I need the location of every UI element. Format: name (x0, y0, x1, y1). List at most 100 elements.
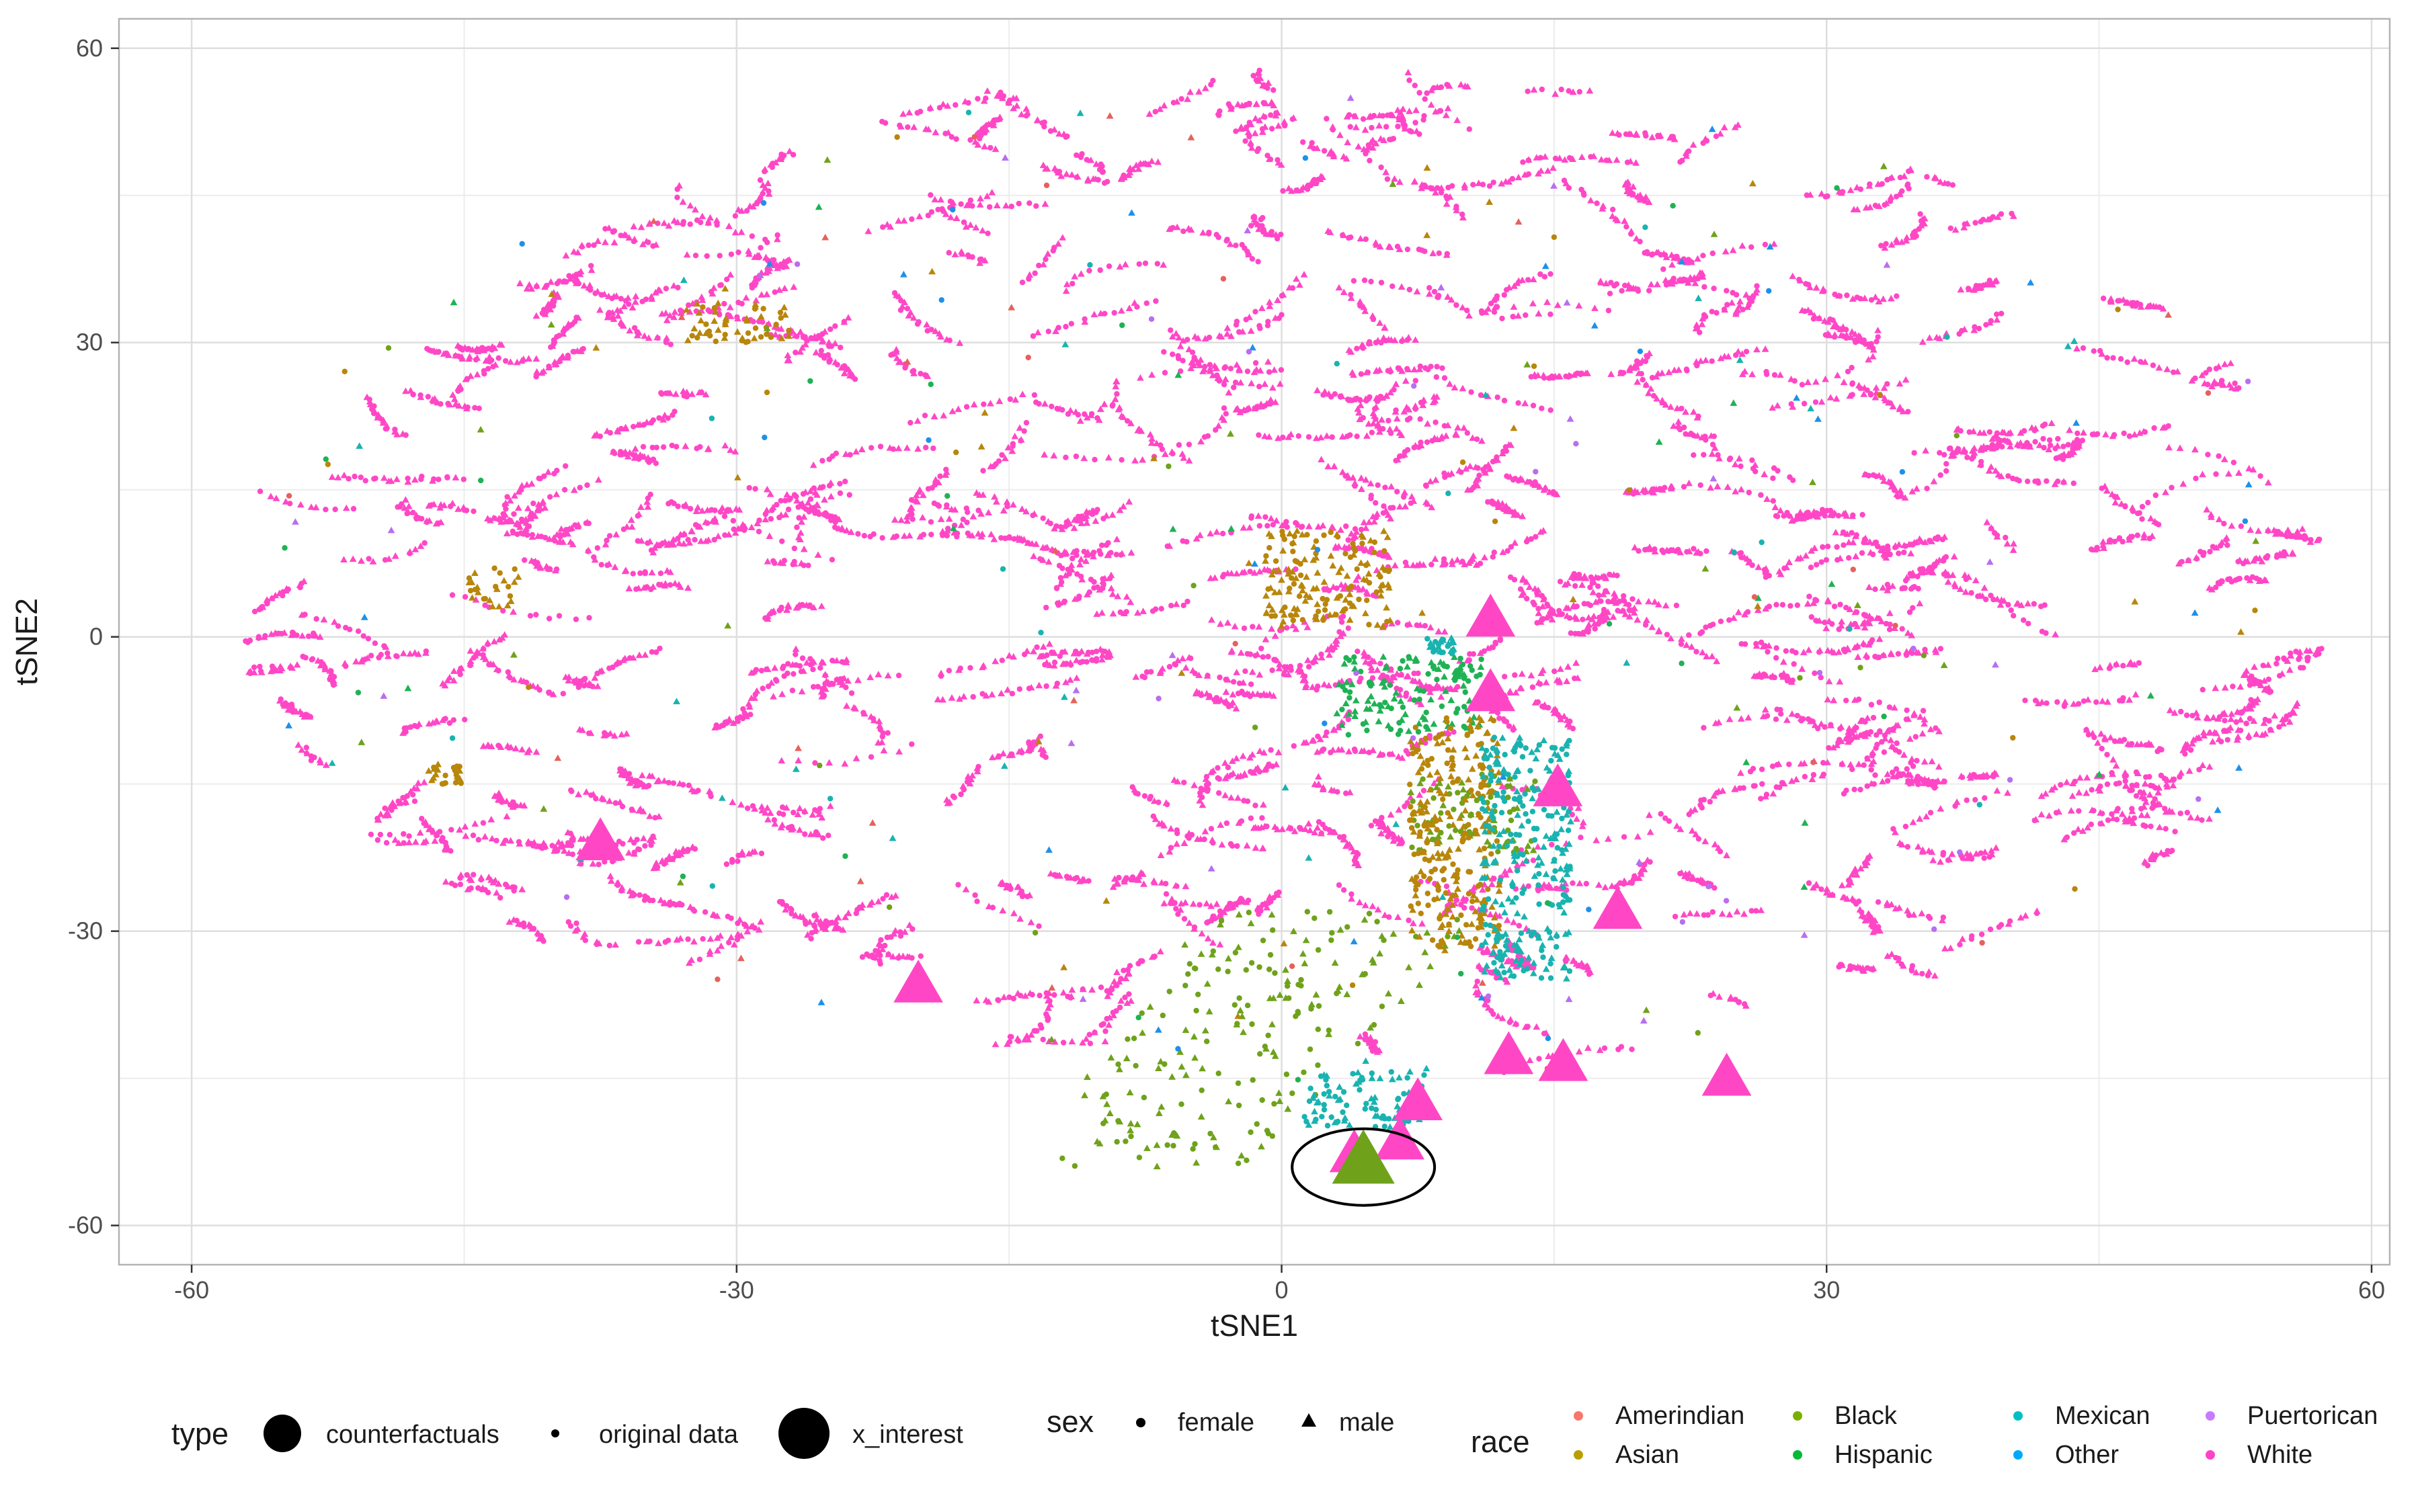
data-point-white (1920, 566, 1926, 572)
data-point-white (1016, 200, 1022, 207)
data-point-white (1924, 174, 1930, 180)
data-point-white (1088, 986, 1096, 993)
data-point-white (1839, 189, 1846, 195)
data-point-white (1855, 898, 1862, 905)
data-point-white (1091, 579, 1097, 585)
data-point-white (2156, 304, 2163, 310)
data-point-white (1999, 310, 2005, 317)
data-point-white (2247, 677, 2253, 683)
data-point-white (1271, 632, 1279, 639)
data-point-white (1156, 106, 1164, 112)
data-point-white (1902, 585, 1908, 591)
data-point-white (663, 317, 671, 323)
data-point-white (1389, 112, 1397, 118)
data-point-white (1582, 575, 1590, 581)
data-point-white (1381, 503, 1387, 509)
data-point-white (1887, 193, 1895, 200)
data-point-white (800, 545, 808, 552)
data-point-white (930, 413, 938, 419)
data-point-white (1867, 181, 1873, 187)
data-point-white (2261, 685, 2269, 693)
data-point-white (1309, 737, 1318, 743)
data-point-white (1358, 675, 1364, 681)
data-point-white (1236, 409, 1244, 415)
data-point-white (1241, 625, 1248, 632)
data-point-white (1387, 515, 1394, 521)
data-point-white (1846, 555, 1852, 561)
data-point-white (1535, 310, 1543, 317)
data-point-white (1016, 424, 1024, 431)
data-point-white (1262, 636, 1270, 642)
data-point-white (470, 832, 477, 839)
data-point-white (758, 245, 764, 251)
data-point-white (885, 730, 891, 736)
data-point-white (1481, 554, 1488, 560)
data-point-white (666, 780, 672, 786)
data-point-white (2035, 480, 2042, 486)
data-point-white (686, 202, 694, 209)
data-point-white (1045, 1004, 1052, 1011)
data-point-white (1759, 766, 1765, 773)
data-point-white (880, 747, 888, 754)
data-point-white (536, 564, 544, 571)
data-point-white (2005, 601, 2011, 608)
data-point-white (1693, 432, 1701, 439)
data-point-white (2094, 431, 2101, 437)
data-point-white (2147, 741, 2155, 748)
data-point-white (1215, 775, 1221, 781)
data-point-white (476, 405, 482, 411)
data-point-white (953, 136, 959, 142)
data-point-white (1166, 664, 1173, 670)
data-point-white (975, 763, 981, 770)
data-point-white (696, 956, 703, 962)
data-point-white (1709, 990, 1717, 997)
data-point-white (1597, 156, 1605, 163)
data-point-white (1221, 792, 1229, 798)
data-point-white (663, 334, 671, 341)
data-point-white (2046, 437, 2053, 444)
data-point-white (588, 266, 596, 274)
data-point-white (769, 608, 776, 616)
data-point-white (450, 717, 456, 723)
data-point-white (1315, 683, 1321, 689)
data-point-white (1033, 540, 1040, 547)
data-point-white (522, 519, 530, 526)
data-point-white (1391, 337, 1399, 343)
data-point-white (918, 953, 924, 960)
data-point-white (653, 864, 661, 871)
data-point-white (1904, 843, 1910, 850)
data-point-white (955, 405, 962, 413)
data-point-white (1975, 593, 1981, 599)
data-point-white (1988, 318, 1994, 324)
data-point-white (954, 534, 960, 540)
data-point-white (1492, 639, 1498, 646)
data-point-white (1160, 101, 1168, 109)
data-point-white (1814, 513, 1822, 520)
data-point-white (1527, 671, 1535, 679)
data-point-white (1008, 204, 1015, 210)
data-point-white (1181, 916, 1188, 922)
data-point-white (647, 938, 653, 944)
data-point-white (2163, 366, 2171, 372)
data-point-white (1303, 624, 1312, 630)
data-point-white (1392, 408, 1400, 415)
data-point-white (1960, 446, 1968, 453)
data-point-white (657, 571, 664, 577)
data-point-white (1218, 414, 1226, 421)
data-point-white (1638, 371, 1644, 377)
data-point-white (434, 833, 440, 839)
data-point-white (727, 312, 735, 319)
data-point-white (1861, 538, 1868, 544)
data-point-white (2199, 817, 2205, 823)
data-point-white (2076, 774, 2084, 781)
data-point-white (1185, 919, 1193, 926)
data-point-white (683, 251, 691, 258)
data-point-white (758, 667, 765, 674)
data-point-white (1423, 483, 1429, 489)
data-point-white (753, 667, 760, 673)
data-point-white (1656, 132, 1664, 138)
data-point-white (1861, 337, 1867, 343)
data-point-white (1502, 673, 1508, 679)
data-point-white (1213, 900, 1221, 907)
data-point-white (707, 214, 714, 221)
